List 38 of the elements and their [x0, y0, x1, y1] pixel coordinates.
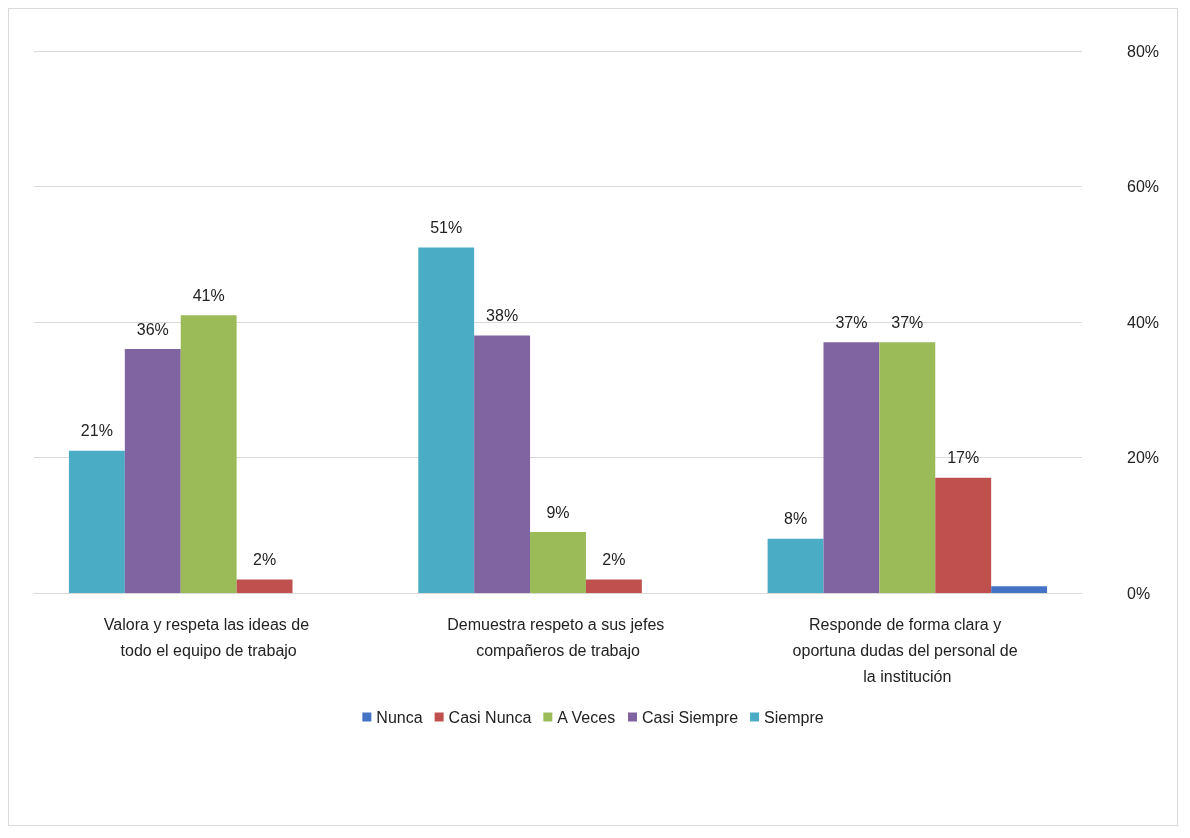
data-label: 38% — [486, 307, 519, 325]
bar — [935, 477, 992, 593]
bar — [68, 450, 125, 593]
bar — [180, 315, 237, 593]
bar — [823, 342, 880, 593]
bar — [236, 579, 293, 593]
data-label: 51% — [430, 218, 463, 236]
bar — [767, 538, 824, 593]
data-label: 37% — [891, 313, 924, 331]
data-label: 36% — [136, 320, 169, 338]
y-tick-label: 40% — [1127, 313, 1160, 331]
legend-label: Nunca — [376, 708, 423, 726]
y-tick-label: 0% — [1127, 584, 1151, 602]
x-tick-label: Demuestra respeto a sus jefes compañeros de trabajo — [447, 615, 669, 659]
legend-label: A Veces — [557, 708, 616, 726]
data-label: 17% — [947, 449, 980, 467]
legend-label: Casi Nunca — [448, 708, 532, 726]
x-tick-label: Responde de forma clara y oportuna dudas del personal de la institución — [792, 615, 1023, 685]
data-label: 9% — [546, 503, 570, 521]
data-label: 2% — [253, 550, 277, 568]
bar — [991, 586, 1048, 593]
data-label: 8% — [783, 510, 808, 528]
bar — [530, 532, 586, 593]
data-label: 21% — [80, 422, 113, 440]
y-tick-label: 20% — [1127, 449, 1160, 466]
data-label: 41% — [192, 286, 225, 304]
data-label: 37% — [835, 313, 868, 331]
bar — [474, 335, 531, 593]
bar — [879, 342, 936, 593]
bar — [585, 579, 642, 593]
bar — [418, 247, 475, 593]
legend-label: Siempre — [764, 708, 824, 726]
bar — [124, 349, 181, 593]
x-tick-label: Valora y respeta las ideas de todo el equipo de trabajo — [103, 615, 314, 659]
y-tick-label: 60% — [1127, 178, 1160, 195]
y-tick-label: 80% — [1127, 42, 1160, 60]
legend-label: Casi Siempre — [642, 708, 739, 726]
data-label: 2% — [602, 550, 626, 568]
